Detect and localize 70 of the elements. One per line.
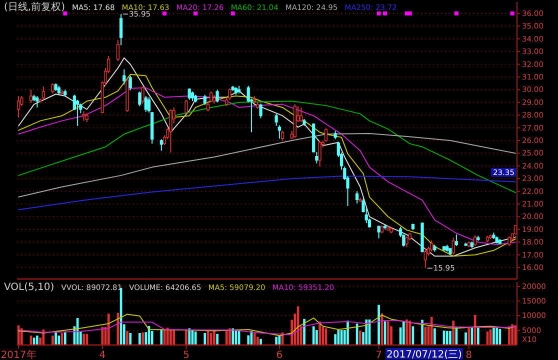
bar <box>421 320 424 345</box>
bar <box>42 329 45 345</box>
bar <box>216 334 218 345</box>
chart-title: (日线,前复权) <box>4 1 66 13</box>
bar <box>86 334 88 345</box>
bar <box>492 327 495 345</box>
bar <box>380 313 384 345</box>
bar <box>54 332 57 345</box>
bar <box>464 332 467 345</box>
bar <box>170 329 172 345</box>
bar <box>318 322 321 345</box>
bar <box>434 328 436 345</box>
bar <box>386 321 390 345</box>
bar <box>126 330 128 345</box>
bar <box>82 334 85 345</box>
bar <box>52 336 54 345</box>
bar <box>378 304 380 345</box>
bar <box>101 326 104 345</box>
bar <box>408 320 412 345</box>
line-series <box>18 100 516 194</box>
bar <box>449 330 452 345</box>
bar <box>138 332 141 345</box>
line-series <box>18 320 516 336</box>
bar <box>204 332 206 345</box>
bar <box>210 332 212 345</box>
x-tick-label: 8 <box>466 350 472 360</box>
bar <box>496 327 498 345</box>
bar <box>402 321 405 345</box>
bar <box>365 320 368 345</box>
x-tick-label: 2017年 <box>0 349 36 360</box>
x-tick-label: 7 <box>376 350 382 360</box>
x-tick-label: 6 <box>276 350 283 360</box>
bar <box>430 316 433 345</box>
bar <box>424 326 427 345</box>
bar <box>359 330 362 345</box>
bar <box>232 328 234 345</box>
chart-title: VOL(5,10) <box>4 282 54 293</box>
x-tick-label: 4 <box>99 350 106 360</box>
bar <box>188 328 191 345</box>
bar <box>334 334 336 345</box>
bar <box>303 318 306 345</box>
bar <box>64 332 66 345</box>
bar <box>452 320 454 345</box>
text: 2017/07/12(三) <box>386 350 462 360</box>
bar <box>446 330 448 345</box>
bar <box>256 336 259 345</box>
bar <box>107 314 110 345</box>
bar <box>346 320 349 345</box>
bar <box>36 336 38 345</box>
bar <box>166 328 169 345</box>
bar <box>260 338 262 345</box>
bar <box>489 329 492 345</box>
bar <box>477 327 480 345</box>
bar <box>468 328 470 345</box>
bar <box>508 326 510 345</box>
bar <box>275 336 278 345</box>
line-series <box>18 314 516 336</box>
bar <box>129 332 132 345</box>
bar <box>160 329 163 345</box>
bar <box>185 329 188 345</box>
bar <box>247 335 250 345</box>
line-series <box>18 176 516 210</box>
bar <box>406 320 408 345</box>
bar <box>228 328 231 345</box>
bar <box>142 332 144 345</box>
bar <box>172 330 175 345</box>
x-tick-label: 5 <box>183 350 190 360</box>
bar <box>316 330 318 345</box>
bar <box>225 329 228 345</box>
bar <box>511 324 514 345</box>
